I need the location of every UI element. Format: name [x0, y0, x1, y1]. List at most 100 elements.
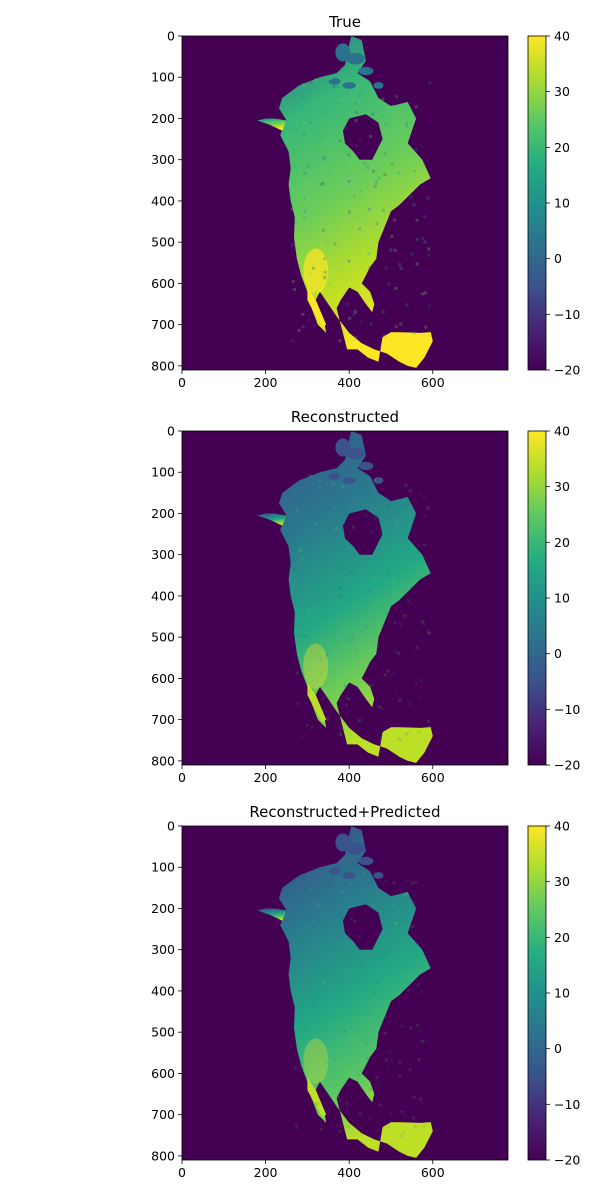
alaska-land: [257, 118, 287, 131]
panel-title: Reconstructed: [291, 408, 399, 426]
y-tick-label: 300: [151, 942, 175, 957]
colorbar-tick-label: 20: [554, 930, 570, 945]
land-heatmap: [257, 826, 433, 1158]
x-tick-label: 600: [421, 1165, 445, 1180]
colorbar-tick-label: 10: [554, 196, 570, 211]
arctic-island: [342, 477, 356, 484]
y-tick-label: 600: [151, 276, 175, 291]
x-tick-label: 400: [337, 1165, 361, 1180]
y-tick-label: 400: [151, 983, 175, 998]
x-tick-label: 0: [178, 375, 186, 390]
colorbar-tick-label: 0: [554, 1041, 562, 1056]
x-tick-label: 400: [337, 375, 361, 390]
alaska-land: [257, 908, 287, 921]
north-america-land: [279, 826, 433, 1158]
panel-title: Reconstructed+Predicted: [249, 803, 440, 821]
arctic-island: [346, 52, 365, 65]
gulf-of-mexico: [378, 1110, 421, 1140]
colorbar: [527, 430, 547, 766]
colorbar-tick-label: 40: [554, 424, 570, 439]
y-tick-label: 100: [151, 860, 175, 875]
y-tick-label: 0: [167, 29, 175, 44]
x-tick-label: 200: [254, 770, 278, 785]
colorbar-tick-label: 0: [554, 646, 562, 661]
x-tick-label: 0: [178, 770, 186, 785]
colorbar-tick-label: 0: [554, 251, 562, 266]
y-tick-label: 200: [151, 901, 175, 916]
y-tick-label: 400: [151, 588, 175, 603]
arctic-island: [358, 461, 374, 471]
colorbar: [527, 825, 547, 1161]
x-tick-label: 200: [254, 1165, 278, 1180]
colorbar-tick-label: 30: [554, 84, 570, 99]
axes-frame: [181, 430, 509, 766]
y-tick-label: 300: [151, 547, 175, 562]
y-tick-label: 800: [151, 358, 175, 373]
colorbar-tick-label: −20: [554, 1153, 580, 1168]
arctic-island: [346, 842, 365, 855]
baja-land: [307, 1077, 327, 1117]
desert-hotspot: [303, 1038, 329, 1084]
arctic-island: [373, 477, 384, 484]
arctic-island: [328, 473, 341, 480]
axes-frame: [181, 825, 509, 1161]
baja-land: [307, 287, 327, 327]
alaska-land: [257, 513, 287, 526]
colorbar-tick-label: 20: [554, 535, 570, 550]
y-tick-label: 800: [151, 753, 175, 768]
colorbar-tick-label: −20: [554, 363, 580, 378]
arctic-island: [328, 868, 341, 875]
arctic-island: [346, 447, 365, 460]
y-tick-label: 800: [151, 1148, 175, 1163]
y-tick-label: 0: [167, 819, 175, 834]
y-tick-label: 400: [151, 193, 175, 208]
arctic-island: [373, 82, 384, 89]
y-tick-label: 0: [167, 424, 175, 439]
y-tick-label: 600: [151, 671, 175, 686]
colorbar-tick-label: −10: [554, 702, 580, 717]
colorbar-tick-label: −10: [554, 307, 580, 322]
x-tick-label: 200: [254, 375, 278, 390]
y-tick-label: 200: [151, 111, 175, 126]
axes-frame: [181, 35, 509, 371]
y-tick-label: 700: [151, 1107, 175, 1122]
hudson-bay: [342, 904, 383, 950]
colorbar-tick-label: 10: [554, 986, 570, 1001]
arctic-island: [373, 872, 384, 879]
hudson-bay: [342, 509, 383, 555]
y-tick-label: 500: [151, 1025, 175, 1040]
north-america-land: [279, 431, 433, 763]
panel-title: True: [328, 13, 361, 31]
arctic-island: [328, 78, 341, 85]
colorbar-tick-label: 30: [554, 874, 570, 889]
colorbar-tick-label: 20: [554, 140, 570, 155]
y-tick-label: 500: [151, 630, 175, 645]
x-tick-label: 0: [178, 1165, 186, 1180]
y-tick-label: 500: [151, 235, 175, 250]
colorbar-tick-label: 10: [554, 591, 570, 606]
y-tick-label: 100: [151, 465, 175, 480]
hudson-bay: [342, 114, 383, 160]
y-tick-label: 200: [151, 506, 175, 521]
land-heatmap: [257, 36, 433, 368]
y-tick-label: 700: [151, 317, 175, 332]
colorbar-tick-label: 40: [554, 819, 570, 834]
arctic-island: [358, 856, 374, 866]
baja-land: [307, 682, 327, 722]
colorbar-tick-label: −10: [554, 1097, 580, 1112]
y-tick-label: 300: [151, 152, 175, 167]
gulf-of-mexico: [378, 320, 421, 350]
gulf-of-mexico: [378, 715, 421, 745]
arctic-island: [358, 66, 374, 76]
y-tick-label: 100: [151, 70, 175, 85]
colorbar-tick-label: 30: [554, 479, 570, 494]
desert-hotspot: [303, 248, 329, 294]
desert-hotspot: [303, 643, 329, 689]
x-tick-label: 600: [421, 375, 445, 390]
x-tick-label: 600: [421, 770, 445, 785]
y-tick-label: 600: [151, 1066, 175, 1081]
arctic-island: [342, 872, 356, 879]
